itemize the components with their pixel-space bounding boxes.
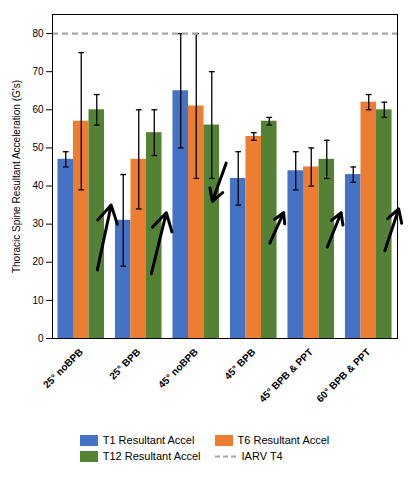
svg-text:45° noBPB: 45° noBPB: [156, 346, 200, 390]
svg-text:60° BPB & PPT: 60° BPB & PPT: [314, 346, 372, 404]
svg-text:20: 20: [32, 256, 44, 267]
svg-text:Thoracic Spine Resultant Accel: Thoracic Spine Resultant Acceleration (G…: [11, 80, 22, 273]
svg-text:25° noBPB: 25° noBPB: [41, 346, 85, 390]
svg-text:25° BPB: 25° BPB: [107, 346, 142, 381]
svg-text:10: 10: [32, 295, 44, 306]
svg-text:80: 80: [32, 28, 44, 39]
svg-text:60: 60: [32, 104, 44, 115]
svg-text:40: 40: [32, 180, 44, 191]
html-text:T1 Resultant Accel: T1 Resultant Accel: [102, 434, 195, 446]
svg-text:0: 0: [38, 333, 44, 344]
svg-text:50: 50: [32, 142, 44, 153]
svg-text:45° BPB: 45° BPB: [222, 346, 257, 381]
html-text:T6 Resultant Accel: T6 Resultant Accel: [237, 434, 330, 446]
svg-text:30: 30: [32, 218, 44, 229]
svg-text:70: 70: [32, 66, 44, 77]
html-text:T12 Resultant Accel: T12 Resultant Accel: [102, 450, 201, 462]
html-text:IARV T4: IARV T4: [241, 450, 283, 462]
svg-text:45° BPB & PPT: 45° BPB & PPT: [257, 346, 315, 404]
